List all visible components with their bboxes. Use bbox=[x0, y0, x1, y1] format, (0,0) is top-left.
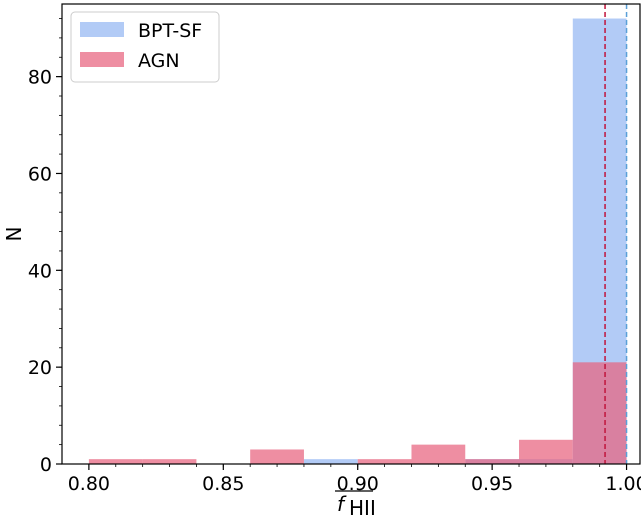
x-tick-label: 1.00 bbox=[605, 473, 641, 495]
y-axis-label: N bbox=[2, 227, 26, 242]
x-tick-label: 0.80 bbox=[68, 473, 110, 495]
x-tick-label: 0.85 bbox=[202, 473, 244, 495]
x-axis-label-main: f bbox=[337, 492, 347, 516]
bar-agn-6 bbox=[519, 439, 573, 464]
x-axis-label-subscript: HII bbox=[349, 496, 376, 520]
y-tick-label: 80 bbox=[28, 67, 52, 89]
y-tick-label: 0 bbox=[40, 454, 52, 476]
legend-swatch-agn bbox=[80, 52, 124, 67]
legend-swatch-bpt-sf bbox=[80, 22, 124, 37]
bar-agn-1 bbox=[142, 459, 197, 464]
median-lines-group bbox=[604, 4, 628, 464]
bar-agn-3 bbox=[357, 459, 412, 464]
bar-agn-4 bbox=[411, 444, 466, 464]
bar-agn-0 bbox=[88, 459, 143, 464]
ticks-group: 0.80 0.85 0.90 0.95 1.00 0 20 40 60 80 bbox=[28, 18, 641, 495]
bar-bpt-sf-0 bbox=[303, 459, 358, 464]
y-tick-label: 60 bbox=[28, 163, 52, 185]
x-tick-label: 0.95 bbox=[471, 473, 513, 495]
y-tick-label: 40 bbox=[28, 260, 52, 282]
legend: BPT-SF AGN bbox=[70, 11, 220, 83]
bar-agn-5 bbox=[465, 459, 520, 464]
bars-group bbox=[88, 18, 627, 465]
legend-label-bpt-sf: BPT-SF bbox=[138, 20, 202, 42]
legend-label-agn: AGN bbox=[138, 50, 180, 72]
y-tick-label: 20 bbox=[28, 357, 52, 379]
x-axis-label: f HII bbox=[335, 490, 376, 520]
x-tick-label: 0.90 bbox=[337, 473, 379, 495]
plot-frame bbox=[61, 3, 641, 465]
bar-agn-7 bbox=[572, 362, 627, 464]
bar-agn-2 bbox=[250, 449, 304, 464]
